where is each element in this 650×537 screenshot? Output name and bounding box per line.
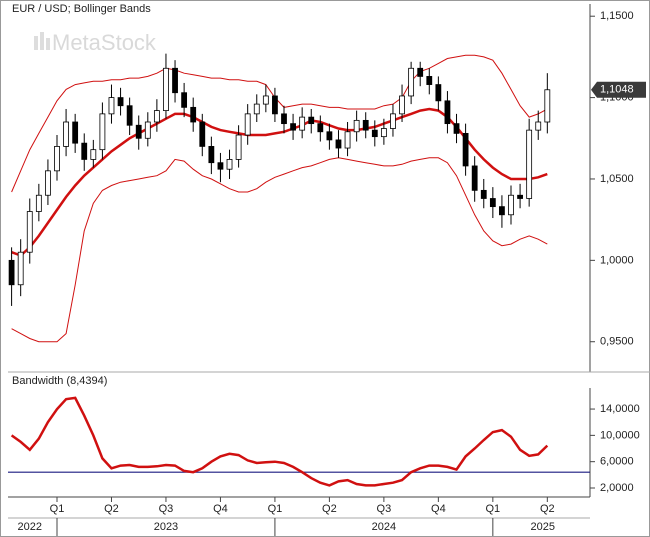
candle-body: [426, 76, 433, 85]
middle_band: [11, 107, 548, 257]
candle-body: [508, 194, 514, 216]
last-price-label: 1,1048: [600, 84, 634, 96]
y-tick-label: 6,0000: [600, 456, 634, 468]
candle-body: [244, 113, 251, 136]
candle-body: [281, 113, 287, 125]
candle-body: [90, 149, 97, 160]
year-label: 2024: [372, 521, 396, 533]
candle-body: [81, 142, 88, 160]
y-tick-label: 10,0000: [600, 429, 640, 441]
candle-body: [262, 95, 269, 105]
candle-body: [35, 194, 42, 212]
candle-body: [253, 103, 260, 115]
candle-body: [208, 146, 215, 164]
x-tick-label: Q3: [159, 503, 174, 515]
candle-body: [226, 159, 233, 170]
candle-body: [480, 189, 487, 199]
candle-body: [299, 116, 306, 131]
candle-body: [353, 119, 360, 133]
candle-body: [444, 100, 451, 125]
x-tick-label: Q1: [268, 503, 283, 515]
candle-body: [526, 129, 533, 199]
candle-body: [499, 206, 505, 216]
upper_band: [11, 54, 548, 193]
candle-body: [199, 121, 206, 147]
candle-body: [235, 134, 242, 160]
candle-body: [181, 92, 188, 108]
candle-body: [535, 121, 542, 131]
panel-title: Bandwidth (8,4394): [12, 375, 107, 387]
chart-title: EUR / USD; Bollinger Bands: [12, 3, 151, 15]
candle-body: [390, 113, 396, 129]
candle-body: [317, 123, 324, 133]
values: [10, 396, 549, 487]
year-label: 2025: [531, 521, 555, 533]
candle-body: [517, 194, 523, 199]
x-tick-label: Q3: [377, 503, 392, 515]
candle-body: [72, 121, 79, 144]
x-tick-label: Q4: [431, 503, 446, 515]
candle-body: [544, 89, 551, 123]
candle-body: [54, 146, 60, 172]
candle-body: [17, 251, 24, 286]
candle-body: [326, 131, 333, 141]
candle-body: [371, 129, 378, 138]
candle-body: [462, 132, 469, 167]
candle-body: [290, 123, 296, 131]
candle-body: [435, 84, 442, 102]
watermark-icon: [40, 32, 44, 50]
candle-body: [335, 139, 342, 149]
watermark-icon: [46, 38, 50, 50]
y-tick-label: 0,9500: [600, 336, 634, 348]
candle-body: [135, 124, 142, 139]
y-tick-label: 2,0000: [600, 482, 634, 494]
candle-body: [117, 97, 124, 107]
lower_band: [11, 157, 548, 343]
candle-body: [453, 123, 460, 134]
candle-body: [399, 95, 405, 115]
candle-body: [489, 198, 496, 208]
candle-body: [471, 165, 478, 191]
candle-body: [217, 162, 224, 170]
last-price-box: [591, 81, 646, 98]
candle-body: [362, 119, 369, 131]
candle-body: [408, 67, 415, 97]
watermark-icon: [34, 36, 38, 50]
y-tick-label: 1,0500: [600, 173, 634, 185]
year-label: 2022: [18, 521, 42, 533]
x-tick-label: Q1: [50, 503, 65, 515]
candle-body: [344, 131, 351, 149]
y-tick-label: 1,0000: [600, 254, 634, 266]
candle-body: [190, 106, 197, 123]
candle-body: [108, 97, 115, 115]
year-label: 2023: [154, 521, 178, 533]
y-tick-label: 14,0000: [600, 403, 640, 415]
x-tick-label: Q2: [104, 503, 119, 515]
candle-body: [380, 128, 387, 138]
candle-body: [8, 259, 15, 286]
candle-body: [45, 170, 51, 196]
watermark: MetaStock: [52, 30, 157, 55]
x-tick-label: Q1: [485, 503, 500, 515]
candle-body: [126, 105, 133, 126]
candle-body: [26, 211, 33, 253]
candle-body: [63, 121, 69, 147]
candle-body: [163, 67, 169, 112]
candle-body: [144, 121, 151, 139]
candle-body: [99, 113, 106, 151]
x-tick-label: Q2: [322, 503, 337, 515]
candle-body: [308, 116, 315, 125]
candle-body: [172, 67, 178, 94]
candle-body: [272, 95, 278, 115]
candle-body: [153, 110, 160, 123]
x-tick-label: Q4: [213, 503, 228, 515]
x-tick-label: Q2: [540, 503, 555, 515]
candle-body: [417, 67, 424, 77]
y-tick-label: 1,1500: [600, 10, 634, 22]
